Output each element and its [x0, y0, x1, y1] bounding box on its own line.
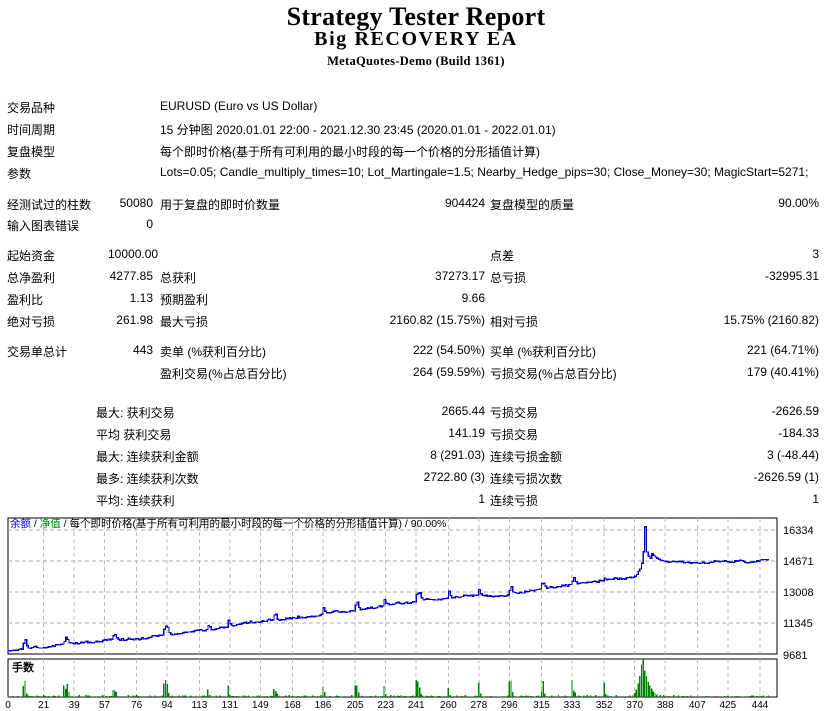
svg-text:9681: 9681 [783, 650, 807, 662]
svg-text:113: 113 [191, 700, 207, 711]
svg-text:241: 241 [408, 700, 425, 711]
svg-text:131: 131 [222, 700, 239, 711]
svg-text:149: 149 [252, 700, 269, 711]
svg-text:407: 407 [689, 700, 706, 711]
svg-text:296: 296 [501, 700, 518, 711]
svg-text:16334: 16334 [783, 525, 814, 537]
svg-text:425: 425 [719, 700, 736, 711]
svg-text:94: 94 [162, 700, 174, 711]
svg-text:444: 444 [752, 700, 769, 711]
svg-text:223: 223 [377, 700, 394, 711]
svg-text:11345: 11345 [783, 618, 813, 630]
svg-text:0: 0 [5, 700, 11, 711]
svg-text:352: 352 [596, 700, 613, 711]
svg-text:315: 315 [533, 700, 550, 711]
svg-text:205: 205 [347, 700, 364, 711]
svg-text:57: 57 [99, 700, 111, 711]
svg-text:13008: 13008 [783, 587, 814, 599]
svg-text:168: 168 [284, 700, 301, 711]
svg-text:余额 / 净值 / 每个即时价格(基于所有可利用的最小时段的: 余额 / 净值 / 每个即时价格(基于所有可利用的最小时段的每一个价格的分形插值… [10, 517, 446, 530]
svg-text:278: 278 [470, 700, 487, 711]
svg-text:186: 186 [315, 700, 332, 711]
svg-text:388: 388 [657, 700, 674, 711]
svg-text:手数: 手数 [12, 660, 35, 674]
svg-text:333: 333 [564, 700, 581, 711]
svg-text:14671: 14671 [783, 556, 814, 568]
svg-text:260: 260 [440, 700, 457, 711]
svg-text:39: 39 [69, 700, 81, 711]
svg-text:370: 370 [626, 700, 643, 711]
svg-text:76: 76 [131, 700, 143, 711]
svg-text:21: 21 [38, 700, 50, 711]
